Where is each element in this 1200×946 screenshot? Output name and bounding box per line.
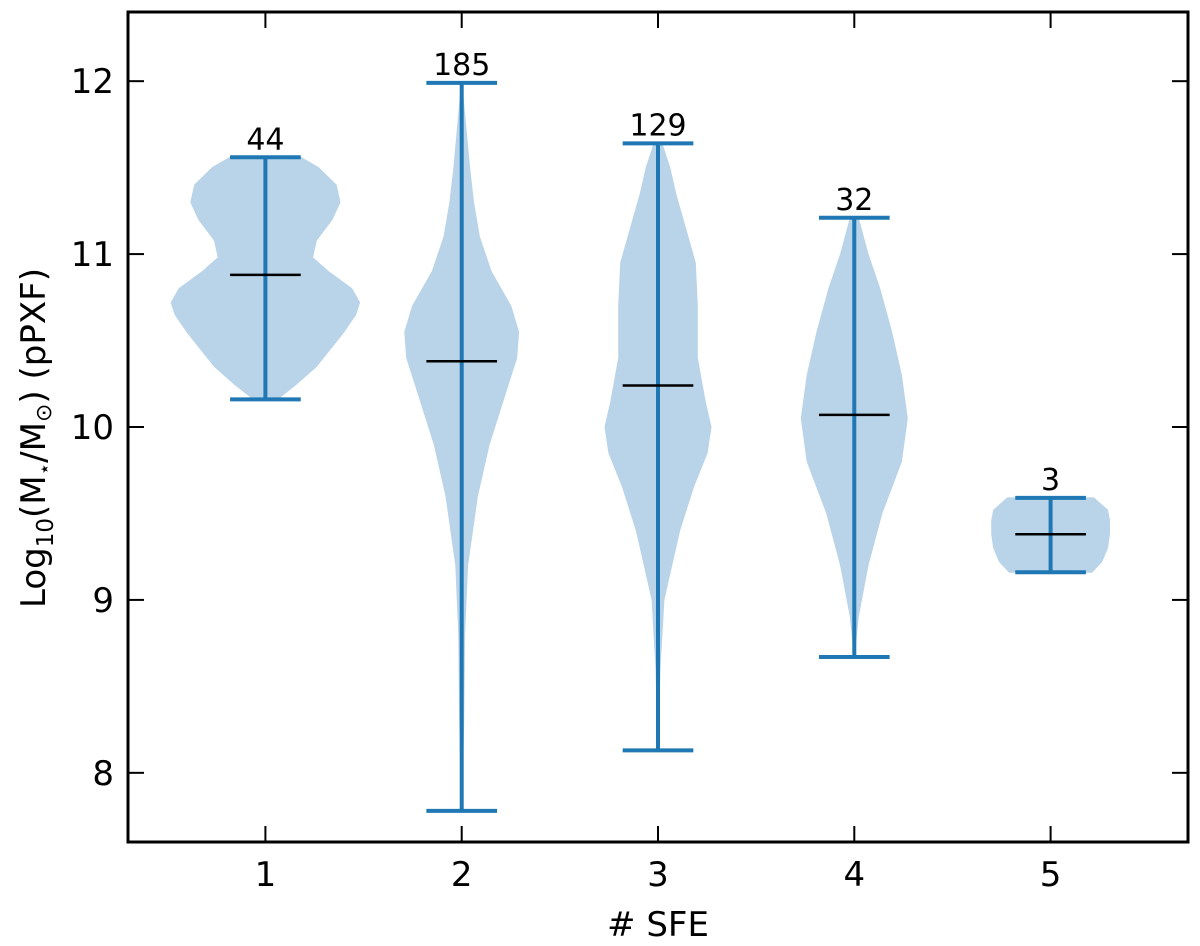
- count-label-1: 44: [246, 122, 284, 157]
- x-tick-label-4: 4: [843, 855, 865, 895]
- count-label-3: 129: [629, 108, 686, 143]
- count-labels: 44 185 129 32 3: [246, 48, 1060, 498]
- x-tick-label-3: 3: [647, 855, 669, 895]
- y-axis-label-sun-symbol: ⊙: [32, 404, 57, 422]
- count-label-2: 185: [433, 48, 490, 83]
- plot-frame: [126, 10, 1190, 844]
- y-axis-label-mass: (M: [14, 475, 54, 518]
- count-label-5: 3: [1041, 463, 1060, 498]
- count-label-4: 32: [835, 183, 873, 218]
- y-tick-label-11: 11: [71, 235, 114, 275]
- y-tick-label-12: 12: [71, 62, 114, 102]
- y-axis-label-subscript: 10: [33, 518, 59, 547]
- x-tick-label-5: 5: [1040, 855, 1062, 895]
- x-tick-label-1: 1: [255, 855, 277, 895]
- y-axis-label-star-symbol: ⋆: [32, 463, 56, 476]
- y-axis-label-log: Log: [14, 547, 54, 608]
- y-axis-label-units: ) (pPXF): [14, 268, 54, 404]
- y-tick-label-8: 8: [92, 754, 114, 794]
- y-axis-label-slash: /M: [14, 422, 54, 463]
- y-axis-label: Log10(M⋆/M⊙) (pPXF): [14, 268, 59, 608]
- violin-whiskers: [230, 80, 1086, 813]
- y-tick-label-9: 9: [92, 581, 114, 621]
- y-tick-label-10: 10: [71, 408, 114, 448]
- violin-bodies: [170, 82, 1110, 812]
- x-tick-label-2: 2: [451, 855, 473, 895]
- x-axis-label: # SFE: [607, 905, 709, 945]
